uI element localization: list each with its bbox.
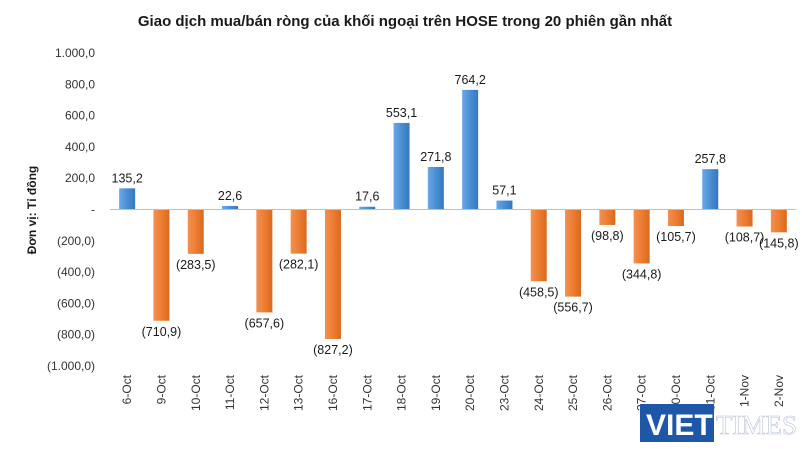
data-label-31-Oct: 257,8 <box>695 152 726 166</box>
x-tick-label-23-Oct: 23-Oct <box>497 374 511 411</box>
data-label-12-Oct: (657,6) <box>245 316 285 330</box>
y-tick-label: 1.000,0 <box>55 46 95 60</box>
x-tick-label-2-Nov: 2-Nov <box>772 375 786 407</box>
x-tick-label-9-Oct: 9-Oct <box>154 374 168 404</box>
y-tick-label: (400,0) <box>57 265 95 279</box>
bar-26-Oct <box>599 209 616 225</box>
x-tick-label-13-Oct: 13-Oct <box>292 374 306 411</box>
data-label-11-Oct: 22,6 <box>218 189 242 203</box>
data-label-18-Oct: 553,1 <box>386 106 417 120</box>
data-label-24-Oct: (458,5) <box>519 285 559 299</box>
bar-2-Nov <box>770 209 787 233</box>
bar-25-Oct <box>565 209 582 297</box>
x-tick-label-1-Nov: 1-Nov <box>738 375 752 407</box>
y-tick-label: (1.000,0) <box>47 359 95 373</box>
x-tick-label-16-Oct: 16-Oct <box>326 374 340 411</box>
bar-12-Oct <box>256 209 273 313</box>
data-label-13-Oct: (282,1) <box>279 258 319 272</box>
x-tick-label-31-Oct: 31-Oct <box>703 374 717 411</box>
bar-16-Oct <box>324 209 341 339</box>
watermark-times: TIMES <box>716 410 797 440</box>
y-tick-label: (600,0) <box>57 296 95 310</box>
x-tick-label-17-Oct: 17-Oct <box>360 374 374 411</box>
x-tick-label-12-Oct: 12-Oct <box>257 374 271 411</box>
chart-title: Giao dịch mua/bán ròng của khối ngoại tr… <box>138 13 672 30</box>
bar-11-Oct <box>222 205 239 210</box>
watermark-box <box>640 404 714 442</box>
y-axis-label: Đơn vị: Tỉ đồng <box>25 166 39 255</box>
watermark-viet: VIET <box>646 409 713 442</box>
x-tick-label-10-Oct: 10-Oct <box>189 374 203 411</box>
data-labels: 135,2 (710,9) (283,5) 22,6 (657,6) (282,1) (82… <box>112 73 799 357</box>
y-tick-label: (800,0) <box>57 328 95 342</box>
bar-13-Oct <box>290 209 307 254</box>
y-axis-ticks: 1.000,0 800,0 600,0 400,0 200,0 - (200,0) (400,… <box>47 46 95 373</box>
bar-18-Oct <box>393 122 410 210</box>
data-label-25-Oct: (556,7) <box>553 301 593 315</box>
bar-30-Oct <box>667 209 684 227</box>
data-label-19-Oct: 271,8 <box>420 150 451 164</box>
x-tick-label-30-Oct: 30-Oct <box>669 374 683 411</box>
data-label-2-Nov: (145,8) <box>759 236 799 250</box>
x-tick-label-18-Oct: 18-Oct <box>395 374 409 411</box>
x-tick-label-25-Oct: 25-Oct <box>566 374 580 411</box>
x-tick-label-6-Oct: 6-Oct <box>120 374 134 404</box>
bar-19-Oct <box>427 166 444 210</box>
bar-24-Oct <box>530 209 547 282</box>
x-tick-label-19-Oct: 19-Oct <box>429 374 443 411</box>
bar-27-Oct <box>633 209 650 264</box>
data-label-30-Oct: (105,7) <box>656 230 696 244</box>
data-label-10-Oct: (283,5) <box>176 258 216 272</box>
bar-9-Oct <box>153 209 170 321</box>
y-tick-label: 400,0 <box>65 140 95 154</box>
bars <box>119 89 787 339</box>
y-tick-label: 800,0 <box>65 77 95 91</box>
x-tick-label-20-Oct: 20-Oct <box>463 374 477 411</box>
data-label-16-Oct: (827,2) <box>313 343 353 357</box>
x-axis-ticks: 6-Oct 9-Oct 10-Oct 11-Oct 12-Oct 13-Oct 16-Oct… <box>120 374 786 411</box>
bar-10-Oct <box>187 209 204 254</box>
bar-17-Oct <box>359 206 376 210</box>
bar-23-Oct <box>496 200 513 210</box>
x-tick-label-24-Oct: 24-Oct <box>532 374 546 411</box>
y-tick-label: (200,0) <box>57 234 95 248</box>
bar-1-Nov <box>736 209 753 227</box>
x-tick-label-26-Oct: 26-Oct <box>600 374 614 411</box>
data-label-26-Oct: (98,8) <box>591 229 624 243</box>
data-label-27-Oct: (344,8) <box>622 267 662 281</box>
bar-31-Oct <box>702 169 719 210</box>
data-label-1-Nov: (108,7) <box>725 231 765 245</box>
y-tick-label: 200,0 <box>65 171 95 185</box>
data-label-20-Oct: 764,2 <box>455 73 486 87</box>
viettimes-watermark: VIET TIMES <box>640 404 797 442</box>
x-tick-label-27-Oct: 27-Oct <box>635 374 649 411</box>
bar-20-Oct <box>462 89 479 210</box>
x-tick-label-11-Oct: 11-Oct <box>223 374 237 410</box>
bar-6-Oct <box>119 188 136 210</box>
data-label-23-Oct: 57,1 <box>492 184 516 198</box>
data-label-17-Oct: 17,6 <box>355 190 379 204</box>
y-tick-label: - <box>91 203 95 217</box>
y-tick-label: 600,0 <box>65 109 95 123</box>
data-label-6-Oct: 135,2 <box>112 171 143 185</box>
data-label-9-Oct: (710,9) <box>142 325 182 339</box>
